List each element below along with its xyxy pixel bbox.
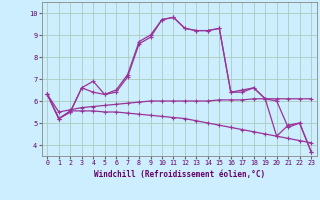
- X-axis label: Windchill (Refroidissement éolien,°C): Windchill (Refroidissement éolien,°C): [94, 170, 265, 179]
